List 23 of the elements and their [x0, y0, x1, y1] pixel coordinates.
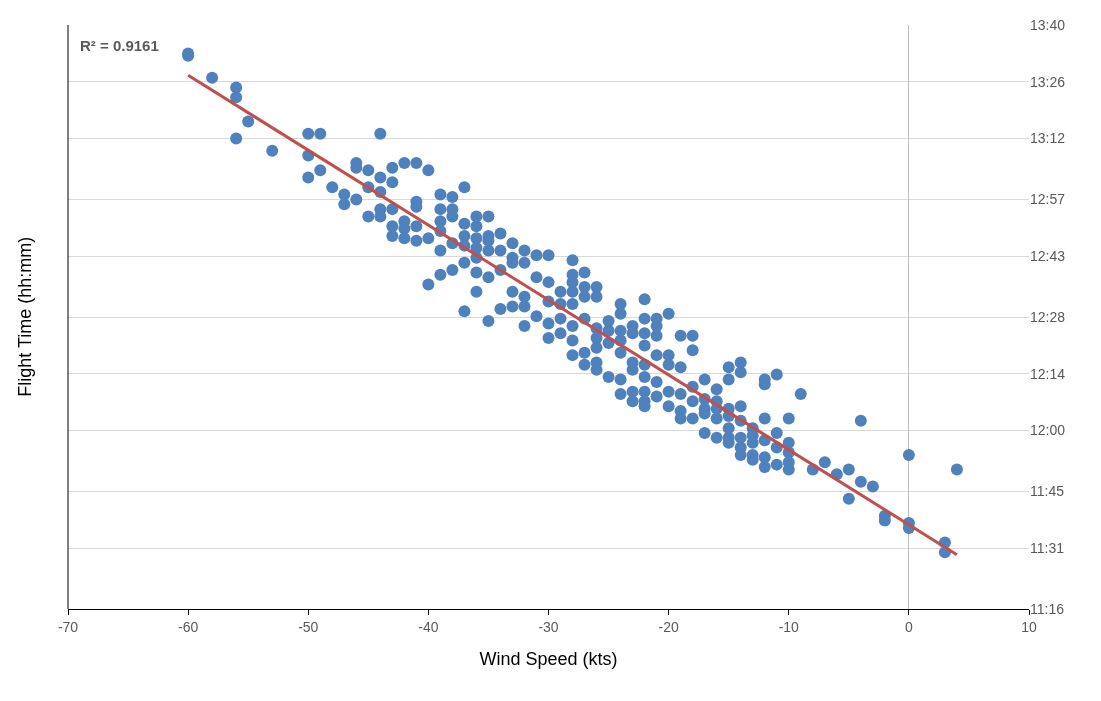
y-tick-label: 12:14 [1030, 365, 1066, 382]
y-tick-label: 11:31 [1030, 540, 1065, 557]
x-tick-label: -70 [57, 618, 79, 635]
x-tick-label: 0 [904, 618, 913, 635]
x-tick-label: -40 [418, 618, 439, 635]
x-tick-label: -50 [298, 618, 319, 635]
y-tick-label: 12:57 [1030, 191, 1066, 208]
y-tick-label: 13:40 [1030, 16, 1066, 33]
x-tick-label: -10 [778, 618, 800, 635]
y-tick-label: 13:12 [1030, 130, 1066, 147]
x-tick-label: -20 [658, 618, 679, 635]
annotation: R² = 0.9161 [80, 37, 159, 54]
x-tick-label: 10 [1021, 618, 1037, 635]
y-tick-label: 12:00 [1030, 422, 1066, 439]
y-tick-label: 11:45 [1030, 483, 1065, 500]
y-tick-label: 11:16 [1030, 600, 1065, 617]
x-axis-title: Wind Speed (kts) [479, 648, 618, 669]
y-tick-label: 12:43 [1030, 248, 1066, 265]
y-tick-label: 13:26 [1030, 73, 1066, 90]
y-tick-label: 12:28 [1030, 308, 1066, 325]
y-axis-title: Flight Time (hh:mm) [14, 236, 35, 397]
x-tick-label: -30 [538, 618, 559, 635]
x-tick-label: -60 [178, 618, 199, 635]
